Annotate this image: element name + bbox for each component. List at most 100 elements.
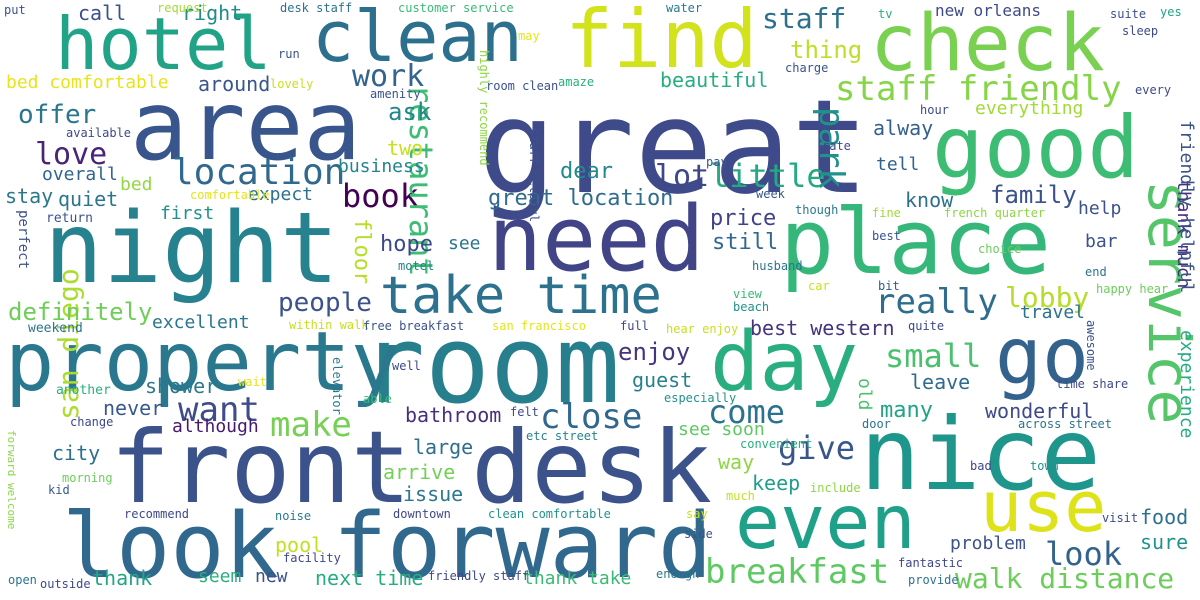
word-new-orleans: new orleans xyxy=(935,1,1041,20)
word-go: go xyxy=(995,312,1089,402)
word-little: little xyxy=(710,157,826,195)
word-rate: rate xyxy=(822,139,851,153)
word-tell: tell xyxy=(876,154,920,175)
word-two: two xyxy=(387,136,424,160)
word-staff: staff xyxy=(762,2,847,35)
word-tv: tv xyxy=(878,7,893,21)
word-convenient: convenient xyxy=(740,437,813,451)
word-take-time: take time xyxy=(380,266,662,326)
word-problem: problem xyxy=(950,533,1026,554)
word-visit: visit xyxy=(1102,511,1139,525)
word-fine: fine xyxy=(872,206,901,220)
word-sure: sure xyxy=(1140,530,1189,554)
word-arrive: arrive xyxy=(383,460,456,484)
word-car: car xyxy=(808,279,830,293)
word-hotel: hotel xyxy=(55,2,272,86)
word-night: night xyxy=(44,192,340,306)
word-amaze: amaze xyxy=(558,75,595,89)
word-bed-comfortable: bed comfortable xyxy=(6,72,169,93)
word-never: never xyxy=(103,396,164,420)
word-issue: issue xyxy=(403,482,464,506)
word-put: put xyxy=(4,3,26,17)
word-thank-take: thank take xyxy=(523,568,632,589)
word-overall: overall xyxy=(42,164,118,185)
word-people: people xyxy=(278,288,372,318)
word-amenity: amenity xyxy=(370,87,421,101)
word-ask: ask xyxy=(388,98,432,126)
word-property: property xyxy=(5,315,400,410)
word-pay: pay xyxy=(706,155,728,169)
word-well: well xyxy=(392,359,421,373)
word-beach: beach xyxy=(733,300,770,314)
word-say: say xyxy=(686,507,708,521)
word-wait: wait xyxy=(238,375,267,389)
word-bed: bed xyxy=(120,174,153,195)
word-change: change xyxy=(70,415,114,429)
word-want: want xyxy=(178,390,260,430)
word-definitely: definitely xyxy=(8,298,153,326)
word-husband: husband xyxy=(752,259,803,273)
word-book: book xyxy=(342,177,420,215)
word-full: full xyxy=(620,319,649,333)
word-enough: enough xyxy=(656,567,700,581)
word-yes: yes xyxy=(1160,5,1182,19)
word-small: small xyxy=(885,337,982,375)
word-customer-service: customer service xyxy=(398,1,514,15)
word-around: around xyxy=(198,72,271,96)
word-perfect: perfect xyxy=(15,210,31,270)
word-close: close xyxy=(540,397,643,437)
word-many: many xyxy=(880,398,933,423)
word-old: old xyxy=(854,378,875,411)
word-shower: shower xyxy=(145,374,218,398)
word-return: return xyxy=(46,211,93,226)
word-beautiful: beautiful xyxy=(660,68,769,92)
word-alway: alway xyxy=(873,116,934,140)
word-friendly-helpful: friendly helpful xyxy=(1176,120,1197,294)
word-call: call xyxy=(78,1,127,25)
word-room: room xyxy=(360,303,621,428)
word-motel: motel xyxy=(398,259,435,273)
word-price: price xyxy=(710,206,777,231)
word-highly-recommend: highly recommend xyxy=(477,50,491,166)
word-find: find xyxy=(565,0,758,86)
word-dear: dear xyxy=(560,159,613,184)
word-quite: quite xyxy=(908,319,945,333)
word-awesome: awesome xyxy=(1084,320,1098,371)
word-bad: bad xyxy=(970,459,992,473)
word-hour: hour xyxy=(920,103,949,117)
word-much: much xyxy=(726,489,755,503)
word-morning: morning xyxy=(62,471,113,485)
word-large: large xyxy=(413,435,474,459)
word-new: new xyxy=(255,566,288,587)
word-fantastic: fantastic xyxy=(898,556,964,570)
word-bit: bit xyxy=(878,279,900,293)
word-charge: charge xyxy=(785,61,829,75)
word-thing: thing xyxy=(790,36,863,64)
word-help: help xyxy=(1078,198,1122,219)
word-week: week xyxy=(756,187,785,201)
word-thank: thank xyxy=(92,566,153,590)
word-excellent: excellent xyxy=(152,312,250,333)
word-lovely: lovely xyxy=(270,77,314,91)
word-keep: keep xyxy=(752,471,801,495)
word-within-walk: within walk xyxy=(289,318,369,332)
word-staff-friendly: staff friendly xyxy=(835,69,1122,109)
word-happy-hear: happy hear xyxy=(1096,282,1169,296)
word-another: another xyxy=(56,383,111,398)
word-give: give xyxy=(778,429,856,467)
word-request: request xyxy=(157,1,208,15)
word-leave: leave xyxy=(910,370,971,394)
word-room-clean: room clean xyxy=(486,79,559,93)
word-free-breakfast: free breakfast xyxy=(363,319,465,333)
word-suite: suite xyxy=(1110,7,1147,21)
word-town: town xyxy=(1030,459,1059,473)
word-work: work xyxy=(352,59,425,94)
word-forward-welcome: forward welcome xyxy=(5,430,18,530)
word-food: food xyxy=(1140,505,1189,529)
word-bar: bar xyxy=(1085,231,1118,252)
word-see: see xyxy=(448,233,481,254)
word-good: good xyxy=(932,98,1140,198)
word-felt: felt xyxy=(510,405,539,419)
word-nice: nice xyxy=(860,396,1101,513)
word-although: although xyxy=(172,416,259,437)
